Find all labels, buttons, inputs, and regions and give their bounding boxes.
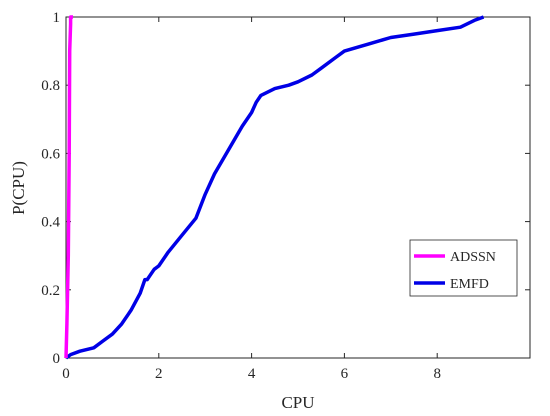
x-tick-label: 0 [62, 366, 70, 382]
plot-area [65, 16, 531, 359]
x-tick-label: 2 [155, 366, 163, 382]
legend-label-emfd: EMFD [450, 277, 489, 292]
y-tick-label: 0.4 [41, 215, 60, 231]
y-tick-label: 0.8 [41, 78, 60, 94]
legend-label-adssn: ADSSN [450, 250, 496, 265]
legend: ADSSN EMFD [409, 239, 518, 297]
series-layer [64, 15, 485, 360]
y-tick-label: 0 [53, 351, 61, 367]
y-axis-label: P(CPU) [9, 161, 28, 215]
x-tick-label: 6 [341, 366, 349, 382]
y-tick-label: 0.2 [41, 283, 60, 299]
y-tick-label: 1 [53, 10, 61, 26]
legend-box [409, 239, 518, 297]
x-tick-label: 4 [248, 366, 256, 382]
axis-ticks: 0 2 4 6 8 0 0.2 0.4 0.6 0.8 1 [41, 10, 530, 382]
series-line-adssn [64, 15, 74, 359]
y-tick-label: 0.6 [41, 146, 60, 162]
x-tick-label: 8 [433, 366, 441, 382]
series-line-emfd [64, 15, 485, 360]
x-axis-label: CPU [281, 393, 314, 412]
